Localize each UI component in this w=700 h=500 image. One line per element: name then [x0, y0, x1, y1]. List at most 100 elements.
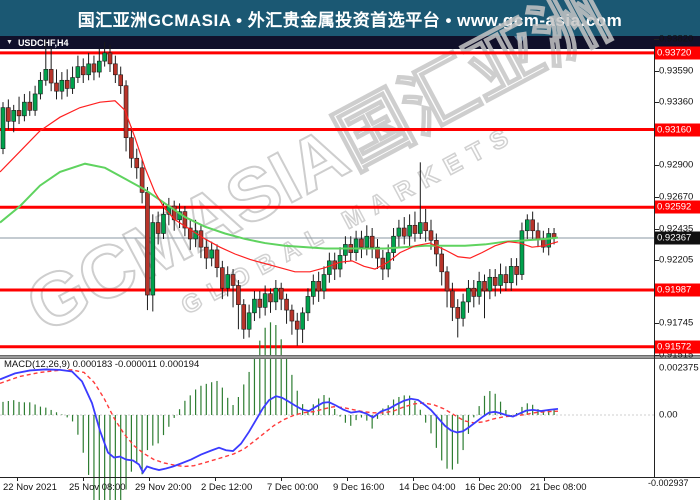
bear-candle — [471, 287, 477, 297]
time-tick-label: 7 Dec 00:00 — [267, 482, 319, 493]
bull-candle — [353, 238, 359, 253]
price-tick-label: 0.91745 — [659, 317, 694, 329]
bear-candle — [401, 227, 407, 237]
level-price-badge: 0.92592 — [655, 200, 700, 214]
time-tick-mark — [83, 477, 84, 481]
bear-candle — [375, 246, 380, 259]
bull-candle — [209, 249, 214, 259]
bull-candle — [498, 274, 503, 286]
bear-candle — [48, 69, 54, 84]
fast-ma-line — [0, 100, 559, 273]
time-tick-label: 16 Dec 20:00 — [465, 482, 522, 493]
bear-candle — [514, 266, 519, 275]
price-tick-label: 0.92435 — [659, 223, 694, 235]
bear-candle — [294, 320, 300, 330]
time-tick-mark — [281, 477, 282, 481]
macd-scale-label: -0.002937 — [648, 478, 689, 488]
bear-candle — [27, 101, 33, 111]
level-price-badge: 0.91572 — [655, 340, 700, 354]
bear-candle — [428, 230, 434, 241]
time-tick-mark — [17, 477, 18, 481]
brand-banner: 国汇亚洲GCMASIA • 外汇贵金属投资首选平台 • www.gcm-asia… — [0, 0, 700, 36]
time-axis-line — [0, 477, 700, 478]
bear-candle — [284, 298, 289, 311]
bear-candle — [155, 222, 161, 234]
price-tick-mark — [654, 165, 659, 166]
bear-candle — [444, 271, 450, 292]
bear-candle — [268, 293, 273, 303]
bear-candle — [236, 285, 241, 305]
bull-candle — [0, 107, 6, 149]
bear-candle — [54, 82, 59, 92]
bear-candle — [450, 290, 455, 308]
price-tick-mark — [654, 102, 659, 103]
bull-candle — [391, 235, 396, 253]
time-tick-mark — [479, 477, 480, 481]
current-price-badge: 0.92367 — [655, 231, 700, 245]
bear-candle — [278, 287, 284, 300]
bull-candle — [487, 276, 493, 292]
time-tick-label: 25 Nov 08:00 — [69, 482, 126, 493]
time-tick-label: 14 Dec 04:00 — [399, 482, 456, 493]
price-tick-label: 0.92670 — [659, 191, 694, 203]
time-tick-label: 9 Dec 16:00 — [333, 482, 385, 493]
bull-candle — [102, 52, 107, 62]
bear-candle — [204, 246, 209, 259]
bear-candle — [91, 63, 97, 73]
bear-candle — [439, 253, 445, 273]
bear-candle — [482, 281, 487, 292]
bear-candle — [64, 79, 70, 89]
bear-candle — [289, 309, 295, 322]
bull-candle — [321, 274, 327, 292]
panel-separator[interactable] — [0, 355, 700, 359]
bear-candle — [455, 307, 461, 319]
bull-candle — [417, 222, 423, 234]
price-tick-label: 0.92205 — [659, 254, 694, 266]
bull-candle — [86, 63, 91, 76]
price-tick-mark — [654, 260, 659, 261]
bear-candle — [423, 222, 428, 232]
bull-candle — [407, 224, 412, 237]
bull-candle — [43, 69, 49, 81]
bear-candle — [118, 74, 123, 87]
bull-candle — [343, 244, 348, 256]
bear-candle — [257, 298, 263, 308]
price-tick-label: 0.93360 — [659, 96, 694, 108]
bull-candle — [460, 301, 466, 319]
time-tick-mark — [413, 477, 414, 481]
symbol-timeframe-label[interactable]: USDCHF,H4 — [17, 37, 69, 48]
bear-candle — [6, 107, 11, 122]
bull-candle — [161, 214, 166, 234]
time-tick-mark — [544, 477, 545, 481]
time-tick-mark — [215, 477, 216, 481]
bear-candle — [107, 52, 113, 65]
bull-candle — [519, 230, 525, 275]
slow-ma-line — [0, 162, 559, 250]
level-price-badge: 0.93160 — [655, 123, 700, 137]
price-tick-mark — [654, 229, 659, 230]
level-price-badge: 0.91987 — [655, 283, 700, 297]
bear-candle — [241, 304, 247, 330]
level-price-badge: 0.93720 — [655, 46, 700, 60]
bull-candle — [32, 93, 38, 111]
bear-candle — [129, 137, 134, 159]
bull-candle — [546, 233, 552, 248]
bear-candle — [412, 224, 418, 234]
macd-scale-label: 0.00 — [659, 409, 678, 421]
bear-candle — [113, 63, 118, 76]
bear-candle — [535, 230, 541, 240]
bull-candle — [327, 260, 332, 275]
time-tick-label: 2 Dec 12:00 — [201, 482, 253, 493]
bear-candle — [230, 274, 236, 286]
bull-candle — [11, 110, 16, 122]
price-tick-label: 0.93820 — [659, 33, 694, 45]
price-tick-label: 0.92900 — [659, 159, 694, 171]
bull-candle — [75, 66, 81, 78]
bull-candle — [508, 266, 514, 284]
time-tick-mark — [347, 477, 348, 481]
price-tick-mark — [654, 71, 659, 72]
chevron-down-icon[interactable]: ▼ — [6, 39, 13, 46]
price-tick-mark — [654, 323, 659, 324]
bull-candle — [150, 222, 156, 296]
